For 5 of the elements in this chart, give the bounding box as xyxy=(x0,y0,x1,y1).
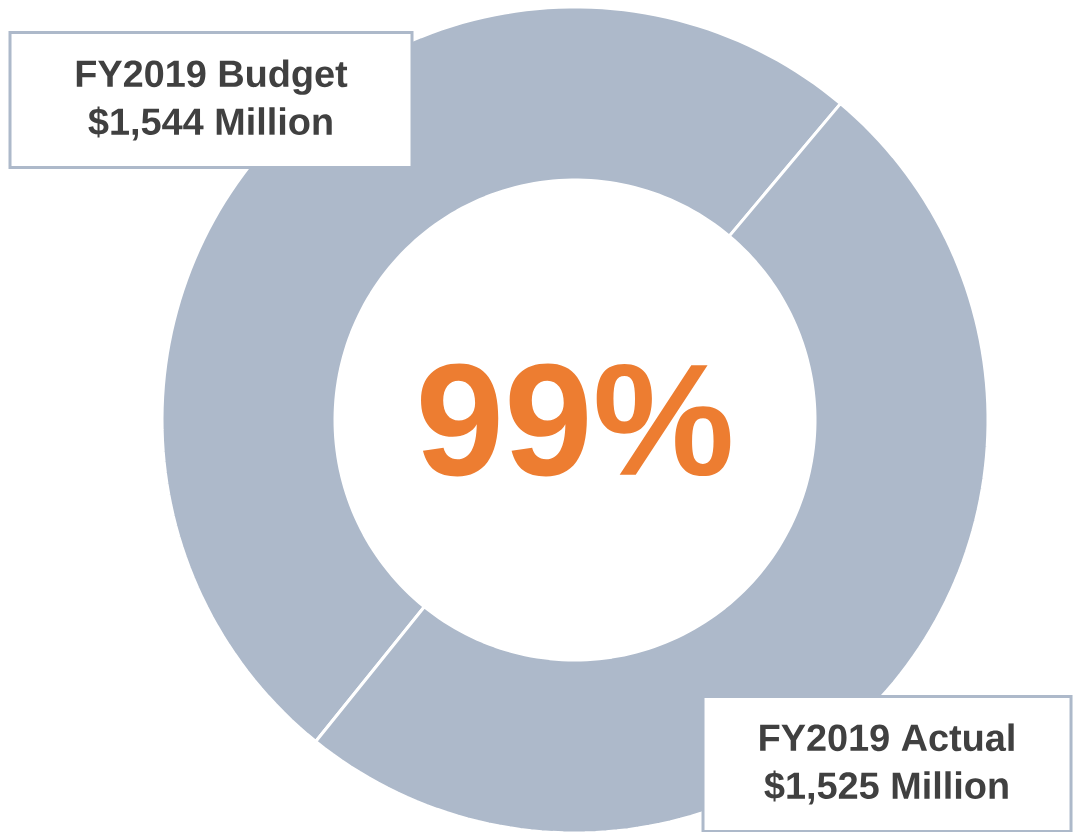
slice-label: FY2019 Budget xyxy=(76,59,348,95)
slice-label: FY2019 Actual xyxy=(760,723,1014,752)
data-label: $1,525 Million xyxy=(764,770,1008,805)
text: 99% xyxy=(421,363,731,477)
data-label: $1,544 Million xyxy=(88,106,332,141)
